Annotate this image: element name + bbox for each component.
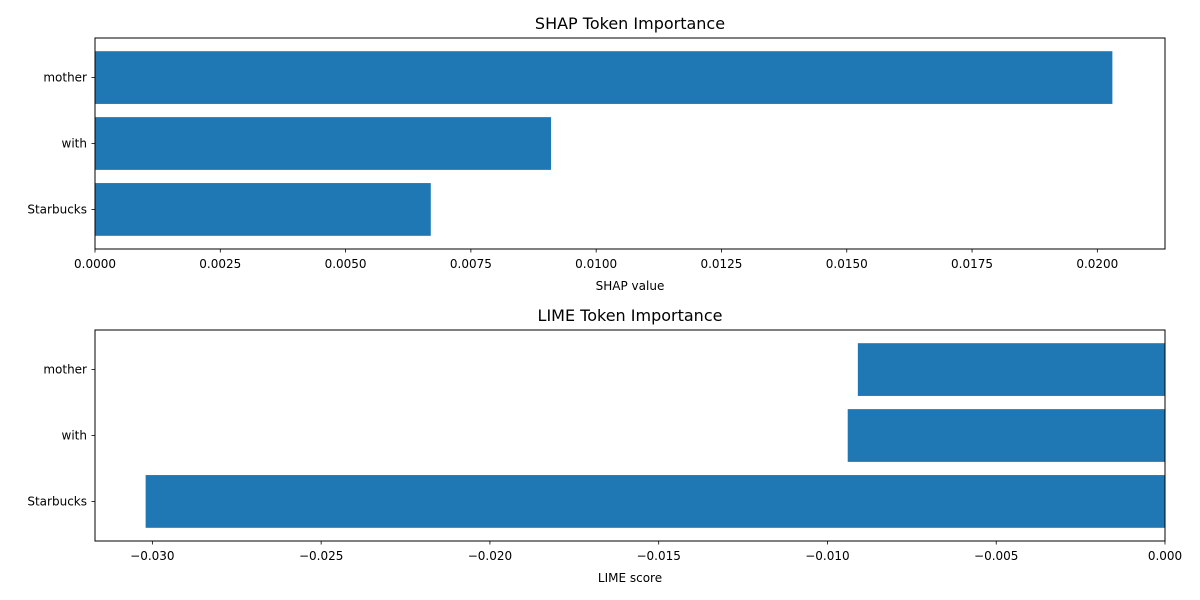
x-tick-label: −0.005	[974, 549, 1018, 563]
x-axis-label: SHAP value	[596, 279, 665, 293]
bar-starbucks	[95, 183, 431, 236]
y-tick-label: Starbucks	[27, 202, 87, 216]
x-tick-label: 0.0050	[325, 257, 367, 271]
x-tick-label: −0.015	[636, 549, 680, 563]
y-tick-label: mother	[43, 363, 87, 377]
y-tick-label: mother	[43, 71, 87, 85]
y-tick-label: with	[62, 137, 87, 151]
x-tick-label: 0.0150	[826, 257, 868, 271]
bar-with	[95, 117, 552, 170]
x-tick-label: 0.0175	[951, 257, 993, 271]
chart-title: LIME Token Importance	[538, 306, 723, 325]
y-tick-label: Starbucks	[27, 494, 87, 508]
chart-title: SHAP Token Importance	[535, 14, 725, 33]
y-tick-label: with	[62, 429, 87, 443]
bar-starbucks	[145, 475, 1165, 528]
bar-mother	[857, 343, 1165, 396]
x-tick-label: 0.0200	[1076, 257, 1118, 271]
x-tick-label: −0.010	[805, 549, 849, 563]
x-tick-label: 0.0100	[575, 257, 617, 271]
x-tick-label: −0.020	[468, 549, 512, 563]
x-axis-label: LIME score	[598, 571, 662, 585]
axes-frame	[94, 329, 1166, 542]
x-tick-label: 0.0075	[450, 257, 492, 271]
lime-chart: LIME Token Importance LIME score mother w…	[27, 306, 1182, 585]
x-tick-label: 0.000	[1148, 549, 1182, 563]
bar-with	[847, 409, 1165, 462]
x-tick-label: 0.0025	[199, 257, 241, 271]
x-tick-label: −0.025	[299, 549, 343, 563]
x-tick-label: −0.030	[130, 549, 174, 563]
x-tick-label: 0.0000	[74, 257, 116, 271]
x-tick-label: 0.0125	[700, 257, 742, 271]
bar-mother	[95, 51, 1113, 104]
shap-chart: SHAP Token Importance SHAP value mother w…	[27, 14, 1166, 293]
axes-frame	[94, 37, 1166, 250]
